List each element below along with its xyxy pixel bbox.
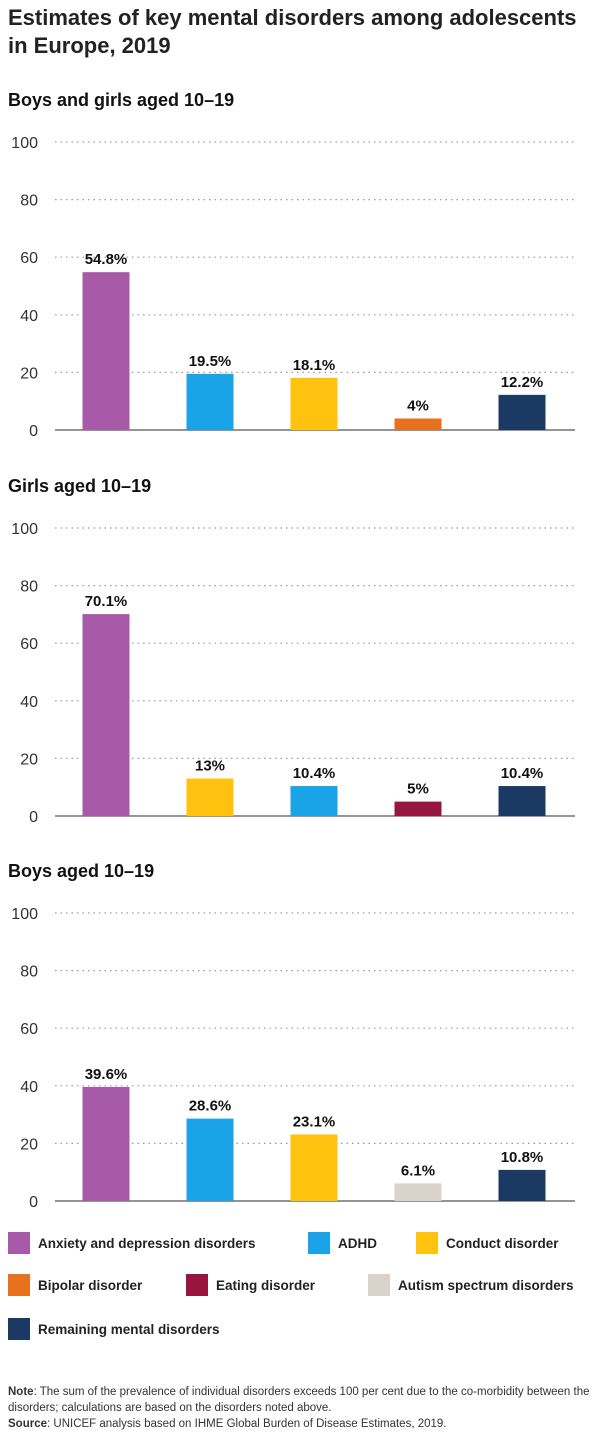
- legend-label-bipolar: Bipolar disorder: [38, 1277, 143, 1293]
- y-tick-label: 60: [20, 250, 38, 267]
- legend-label-autism: Autism spectrum disorders: [398, 1277, 574, 1293]
- y-tick-label: 100: [11, 906, 38, 923]
- bar-conduct: [186, 778, 234, 816]
- bar-autism: [394, 1183, 442, 1201]
- y-tick-label: 80: [20, 964, 38, 981]
- bar-remaining: [498, 394, 546, 430]
- bar-adhd: [186, 1118, 234, 1201]
- y-tick-label: 20: [20, 751, 38, 768]
- y-tick-label: 0: [29, 1194, 38, 1211]
- bar-remaining: [498, 786, 546, 816]
- legend-swatch-autism: [368, 1274, 390, 1296]
- bar-anxiety: [82, 614, 130, 816]
- legend-label-anxiety: Anxiety and depression disorders: [38, 1235, 256, 1251]
- legend-item-conduct: Conduct disorder: [416, 1232, 559, 1254]
- legend-item-autism: Autism spectrum disorders: [368, 1274, 574, 1296]
- y-tick-label: 100: [11, 135, 38, 152]
- legend-label-adhd: ADHD: [338, 1235, 377, 1251]
- panel-title-girls: Girls aged 10–19: [8, 476, 152, 496]
- bar-adhd: [186, 373, 234, 430]
- legend-label-eating: Eating disorder: [216, 1277, 316, 1293]
- legend-item-bipolar: Bipolar disorder: [8, 1274, 142, 1296]
- data-label-conduct: 18.1%: [293, 357, 336, 374]
- footnote-note: Note: The sum of the prevalence of indiv…: [8, 1384, 596, 1416]
- data-label-remaining: 12.2%: [501, 374, 544, 391]
- source-text: : UNICEF analysis based on IHME Global B…: [47, 1418, 447, 1430]
- legend-swatch-eating: [186, 1274, 208, 1296]
- data-label-anxiety: 54.8%: [85, 251, 128, 268]
- legend-swatch-bipolar: [8, 1274, 30, 1296]
- data-label-anxiety: 70.1%: [85, 593, 128, 610]
- data-label-adhd: 10.4%: [293, 765, 336, 782]
- legend-item-eating: Eating disorder: [186, 1274, 315, 1296]
- y-tick-label: 0: [29, 809, 38, 826]
- y-tick-label: 60: [20, 636, 38, 653]
- bar-conduct: [290, 377, 338, 430]
- y-tick-label: 40: [20, 694, 38, 711]
- data-label-anxiety: 39.6%: [85, 1066, 128, 1083]
- y-tick-label: 80: [20, 579, 38, 596]
- chart-boys: 0 20 40 60 80 100 39.6% 28.6% 23.1% 6.1% 10.8%: [11, 906, 575, 1211]
- chart-main-title: Estimates of key mental disorders among …: [8, 5, 577, 58]
- data-label-eating: 5%: [407, 781, 429, 798]
- data-label-autism: 6.1%: [401, 1162, 435, 1179]
- bar-anxiety: [82, 1086, 130, 1201]
- legend-swatch-adhd: [308, 1232, 330, 1254]
- bar-conduct: [290, 1134, 338, 1201]
- y-tick-label: 80: [20, 193, 38, 210]
- chart-boys-and-girls: 0 20 40 60 80 100 54.8% 19.5% 18.1% 4% 12.2%: [11, 135, 575, 440]
- legend-item-adhd: ADHD: [308, 1232, 377, 1254]
- y-tick-label: 0: [29, 423, 38, 440]
- data-label-remaining: 10.8%: [501, 1149, 544, 1166]
- note-text: : The sum of the prevalence of individua…: [8, 1386, 590, 1414]
- legend-item-anxiety: Anxiety and depression disorders: [8, 1232, 256, 1254]
- source-label: Source: [8, 1418, 47, 1430]
- panel-title-all: Boys and girls aged 10–19: [8, 90, 235, 110]
- data-label-conduct: 23.1%: [293, 1113, 336, 1130]
- bar-eating: [394, 801, 442, 816]
- legend-swatch-conduct: [416, 1232, 438, 1254]
- note-label: Note: [8, 1386, 34, 1398]
- y-tick-label: 40: [20, 308, 38, 325]
- data-label-bipolar: 4%: [407, 397, 429, 414]
- y-tick-label: 40: [20, 1079, 38, 1096]
- data-label-conduct: 13%: [195, 758, 225, 775]
- bar-remaining: [498, 1169, 546, 1201]
- y-tick-label: 20: [20, 1136, 38, 1153]
- legend-label-conduct: Conduct disorder: [446, 1235, 559, 1251]
- data-label-adhd: 28.6%: [189, 1098, 232, 1115]
- y-tick-label: 20: [20, 365, 38, 382]
- bar-anxiety: [82, 272, 130, 430]
- legend-item-remaining: Remaining mental disorders: [8, 1318, 220, 1340]
- y-tick-label: 60: [20, 1021, 38, 1038]
- legend-swatch-remaining: [8, 1318, 30, 1340]
- footnote-source: Source: UNICEF analysis based on IHME Gl…: [8, 1418, 596, 1430]
- data-label-adhd: 19.5%: [189, 353, 232, 370]
- panel-title-boys: Boys aged 10–19: [8, 861, 155, 881]
- legend-swatch-anxiety: [8, 1232, 30, 1254]
- bar-adhd: [290, 786, 338, 816]
- legend-label-remaining: Remaining mental disorders: [38, 1321, 220, 1337]
- data-label-remaining: 10.4%: [501, 765, 544, 782]
- bar-bipolar: [394, 418, 442, 430]
- chart-girls: 0 20 40 60 80 100 70.1% 13% 10.4% 5% 10.4%: [11, 521, 575, 826]
- y-tick-label: 100: [11, 521, 38, 538]
